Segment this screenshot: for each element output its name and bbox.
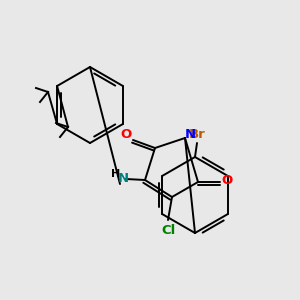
- Text: Cl: Cl: [161, 224, 175, 236]
- Text: H: H: [111, 169, 121, 179]
- Text: O: O: [120, 128, 132, 142]
- Text: N: N: [117, 172, 129, 185]
- Text: Br: Br: [189, 128, 206, 142]
- Text: N: N: [184, 128, 196, 140]
- Text: O: O: [221, 173, 233, 187]
